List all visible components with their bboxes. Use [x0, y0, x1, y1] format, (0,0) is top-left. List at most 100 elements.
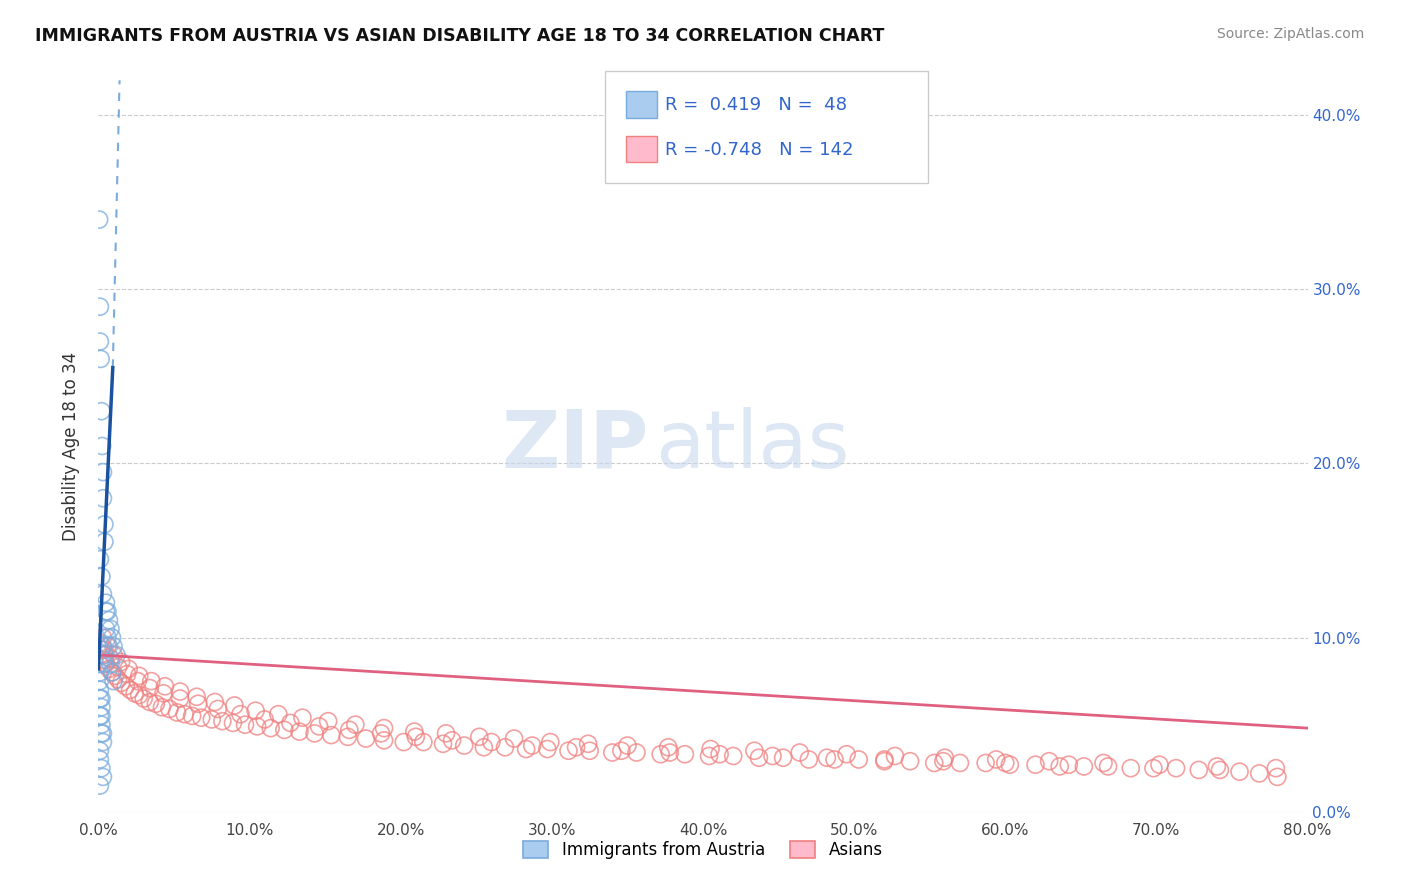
- Point: [246, 719, 269, 733]
- Point: [344, 717, 367, 731]
- Point: [93, 534, 115, 549]
- Point: [1092, 756, 1115, 770]
- Point: [337, 723, 360, 737]
- Point: [145, 697, 167, 711]
- Point: [699, 742, 721, 756]
- Point: [503, 731, 526, 746]
- Point: [1049, 759, 1071, 773]
- Point: [1229, 764, 1251, 779]
- Point: [90, 717, 112, 731]
- Point: [723, 749, 745, 764]
- Point: [494, 740, 516, 755]
- Point: [91, 770, 114, 784]
- Point: [90, 351, 112, 366]
- Point: [89, 657, 111, 671]
- Point: [89, 691, 111, 706]
- Text: ZIP: ZIP: [502, 407, 648, 485]
- Point: [153, 679, 176, 693]
- Point: [91, 726, 114, 740]
- Point: [308, 719, 330, 733]
- Point: [267, 707, 290, 722]
- Point: [658, 746, 681, 760]
- Point: [150, 700, 173, 714]
- Point: [392, 735, 415, 749]
- Point: [515, 742, 537, 756]
- Point: [1206, 759, 1229, 773]
- Point: [90, 726, 112, 740]
- Point: [93, 657, 115, 671]
- Point: [98, 640, 121, 654]
- Point: [1249, 766, 1271, 780]
- Point: [761, 749, 783, 764]
- Point: [815, 750, 838, 764]
- Point: [481, 735, 503, 749]
- Point: [744, 744, 766, 758]
- Point: [91, 465, 114, 479]
- Point: [789, 746, 811, 760]
- Point: [1209, 763, 1232, 777]
- Point: [91, 640, 114, 654]
- Point: [848, 752, 870, 766]
- Point: [120, 682, 142, 697]
- Point: [101, 631, 124, 645]
- Point: [412, 735, 434, 749]
- Point: [90, 642, 112, 657]
- Point: [96, 631, 118, 645]
- Text: atlas: atlas: [655, 407, 849, 485]
- Point: [824, 752, 846, 766]
- Point: [93, 642, 115, 657]
- Point: [245, 704, 267, 718]
- Point: [709, 747, 731, 762]
- Point: [90, 404, 112, 418]
- Point: [288, 724, 311, 739]
- Point: [201, 713, 224, 727]
- Point: [90, 691, 112, 706]
- Point: [89, 212, 111, 227]
- Point: [233, 717, 256, 731]
- Text: R = -0.748   N = 142: R = -0.748 N = 142: [665, 141, 853, 159]
- Point: [91, 631, 114, 645]
- Point: [748, 750, 770, 764]
- Point: [657, 740, 679, 755]
- Point: [222, 715, 245, 730]
- Point: [187, 697, 209, 711]
- Point: [190, 711, 212, 725]
- Point: [103, 674, 125, 689]
- Point: [1142, 761, 1164, 775]
- Point: [124, 686, 146, 700]
- Point: [89, 334, 111, 349]
- Point: [253, 713, 276, 727]
- Point: [354, 731, 377, 746]
- Point: [186, 690, 208, 704]
- Point: [224, 698, 246, 713]
- Point: [166, 706, 188, 720]
- Point: [139, 681, 162, 695]
- Point: [1057, 757, 1080, 772]
- Point: [169, 684, 191, 698]
- Point: [673, 747, 696, 762]
- Point: [90, 569, 112, 583]
- Point: [94, 657, 117, 671]
- Point: [922, 756, 945, 770]
- Point: [321, 728, 343, 742]
- Point: [101, 665, 124, 680]
- Point: [141, 674, 163, 689]
- Point: [1024, 757, 1046, 772]
- Point: [576, 737, 599, 751]
- Point: [173, 707, 195, 722]
- Point: [89, 682, 111, 697]
- Point: [441, 733, 464, 747]
- Text: IMMIGRANTS FROM AUSTRIA VS ASIAN DISABILITY AGE 18 TO 34 CORRELATION CHART: IMMIGRANTS FROM AUSTRIA VS ASIAN DISABIL…: [35, 27, 884, 45]
- Point: [89, 665, 111, 680]
- Point: [211, 714, 233, 728]
- Point: [316, 714, 339, 728]
- Point: [1164, 761, 1187, 775]
- Point: [1119, 761, 1142, 775]
- Point: [100, 657, 122, 671]
- Point: [1188, 763, 1211, 777]
- Point: [100, 622, 122, 636]
- Point: [610, 744, 633, 758]
- Y-axis label: Disability Age 18 to 34: Disability Age 18 to 34: [62, 351, 80, 541]
- Point: [90, 709, 112, 723]
- Point: [468, 730, 491, 744]
